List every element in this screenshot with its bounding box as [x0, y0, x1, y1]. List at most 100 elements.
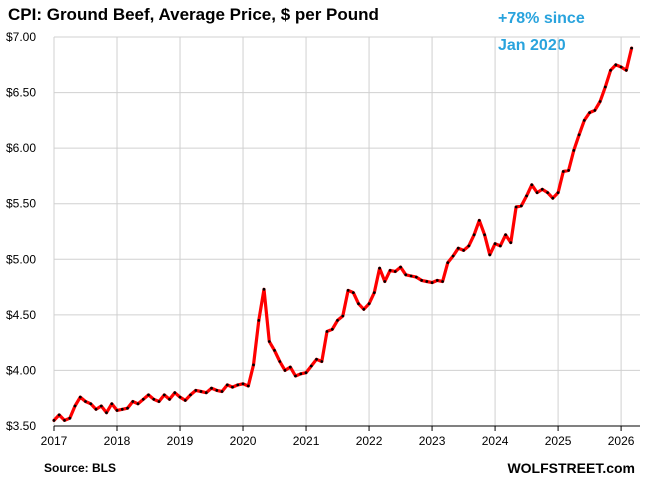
- brand-watermark: WOLFSTREET.com: [507, 460, 635, 476]
- data-point: [73, 404, 77, 408]
- data-point: [582, 119, 586, 122]
- x-tick-label: 2017: [41, 434, 68, 448]
- x-tick-label: 2023: [419, 434, 446, 448]
- data-point: [435, 279, 439, 282]
- data-point: [126, 406, 129, 410]
- x-tick-label: 2022: [356, 434, 383, 448]
- data-point: [189, 393, 192, 397]
- data-point: [504, 233, 507, 237]
- data-point: [131, 400, 135, 403]
- data-point: [561, 170, 565, 173]
- y-tick-label: $5.00: [6, 252, 36, 266]
- data-point: [493, 242, 497, 246]
- data-point: [325, 330, 329, 333]
- data-point: [288, 365, 292, 369]
- data-point: [215, 389, 219, 392]
- data-point: [535, 191, 539, 195]
- data-point: [63, 419, 66, 422]
- data-point: [320, 360, 324, 363]
- data-point: [168, 397, 171, 401]
- gridlines: [53, 36, 640, 427]
- data-point: [572, 149, 576, 152]
- y-tick-label: $6.50: [6, 86, 36, 100]
- data-point: [152, 397, 156, 401]
- data-point: [393, 270, 397, 273]
- data-point: [357, 302, 360, 306]
- data-point: [194, 389, 198, 392]
- data-point: [330, 327, 334, 331]
- data-point: [267, 340, 271, 343]
- data-point: [619, 65, 623, 69]
- data-point: [225, 383, 229, 387]
- data-point: [383, 280, 387, 283]
- data-point: [540, 187, 544, 191]
- data-point: [294, 374, 297, 378]
- data-point: [178, 395, 182, 399]
- data-point: [262, 287, 266, 291]
- series-line: [52, 46, 634, 422]
- x-tick-label: 2018: [104, 434, 131, 448]
- data-point: [68, 416, 72, 420]
- data-point: [199, 390, 203, 393]
- y-tick-label: $5.50: [6, 197, 36, 211]
- x-tick-label: 2025: [545, 434, 572, 448]
- y-tick-label: $7.00: [6, 30, 36, 44]
- data-point: [609, 68, 612, 72]
- data-point: [577, 133, 581, 137]
- data-point: [509, 241, 513, 245]
- data-point: [624, 68, 628, 72]
- data-point: [530, 183, 534, 187]
- data-point: [278, 360, 282, 363]
- data-point: [89, 402, 93, 406]
- data-point: [567, 169, 570, 172]
- annotation-line-2: Jan 2020: [498, 37, 566, 54]
- data-point: [446, 261, 450, 264]
- data-point: [425, 280, 429, 283]
- y-axis-ticks: $3.50 $4.00 $4.50 $5.00 $5.50 $6.00 $6.50 $7.00: [6, 30, 36, 433]
- data-point: [231, 385, 234, 389]
- x-tick-label: 2024: [482, 434, 509, 448]
- data-point: [336, 319, 339, 322]
- data-point: [52, 419, 56, 422]
- data-point: [78, 395, 82, 399]
- x-tick-label: 2019: [167, 434, 194, 448]
- data-point: [477, 219, 481, 222]
- data-point: [204, 391, 208, 395]
- data-point: [210, 386, 213, 390]
- data-point: [351, 291, 355, 294]
- data-point: [299, 372, 303, 376]
- x-tick-label: 2020: [230, 434, 257, 448]
- data-point: [378, 266, 381, 270]
- data-point: [105, 411, 108, 415]
- data-point: [120, 407, 124, 411]
- data-point: [110, 402, 114, 406]
- data-point: [441, 280, 444, 283]
- data-point: [593, 109, 597, 112]
- chart-title: CPI: Ground Beef, Average Price, $ per P…: [8, 5, 379, 24]
- data-point: [236, 383, 240, 387]
- data-point: [467, 244, 471, 248]
- data-point: [498, 244, 502, 248]
- x-tick-label: 2026: [608, 434, 635, 448]
- y-tick-label: $4.00: [6, 363, 36, 377]
- data-point: [409, 274, 413, 278]
- data-point: [183, 399, 187, 402]
- x-tick-label: 2021: [293, 434, 320, 448]
- data-point: [252, 363, 255, 367]
- data-point: [273, 349, 276, 352]
- y-tick-label: $3.50: [6, 419, 36, 433]
- data-point: [57, 413, 61, 417]
- data-point: [162, 393, 166, 397]
- data-point: [246, 384, 250, 388]
- data-point: [399, 265, 402, 269]
- data-point: [147, 393, 150, 397]
- data-point: [525, 194, 528, 198]
- data-point: [556, 191, 560, 195]
- data-point: [173, 391, 177, 395]
- data-point: [115, 409, 119, 412]
- data-point: [414, 275, 418, 279]
- data-point: [136, 402, 140, 406]
- source-note: Source: BLS: [44, 461, 116, 475]
- x-axis-ticks: 2017 2018 2019 2020 2021 2022 2023 2024 2025 2026: [41, 426, 635, 448]
